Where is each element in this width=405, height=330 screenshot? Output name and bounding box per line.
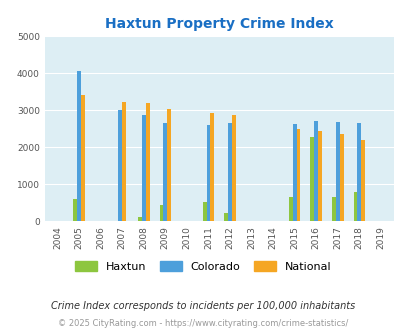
Bar <box>77 71 81 221</box>
Bar <box>296 129 300 221</box>
Bar <box>145 103 149 221</box>
Bar <box>81 95 85 221</box>
Text: © 2025 CityRating.com - https://www.cityrating.com/crime-statistics/: © 2025 CityRating.com - https://www.city… <box>58 319 347 328</box>
Bar <box>318 131 321 221</box>
Bar <box>335 122 339 221</box>
Bar <box>360 140 364 221</box>
Title: Haxtun Property Crime Index: Haxtun Property Crime Index <box>104 17 333 31</box>
Bar <box>163 123 167 221</box>
Bar <box>231 115 235 221</box>
Bar <box>353 192 356 221</box>
Bar <box>288 197 292 221</box>
Bar <box>141 115 145 221</box>
Legend: Haxtun, Colorado, National: Haxtun, Colorado, National <box>70 257 335 277</box>
Bar <box>210 113 214 221</box>
Bar <box>292 124 296 221</box>
Text: Crime Index corresponds to incidents per 100,000 inhabitants: Crime Index corresponds to incidents per… <box>51 301 354 311</box>
Bar <box>118 110 122 221</box>
Bar <box>331 197 335 221</box>
Bar <box>138 217 141 221</box>
Bar <box>339 134 343 221</box>
Bar <box>228 123 231 221</box>
Bar <box>356 123 360 221</box>
Bar <box>313 120 318 221</box>
Bar <box>310 137 313 221</box>
Bar <box>224 213 228 221</box>
Bar <box>206 125 210 221</box>
Bar <box>167 109 171 221</box>
Bar <box>73 199 77 221</box>
Bar <box>159 205 163 221</box>
Bar <box>202 202 206 221</box>
Bar <box>122 102 126 221</box>
